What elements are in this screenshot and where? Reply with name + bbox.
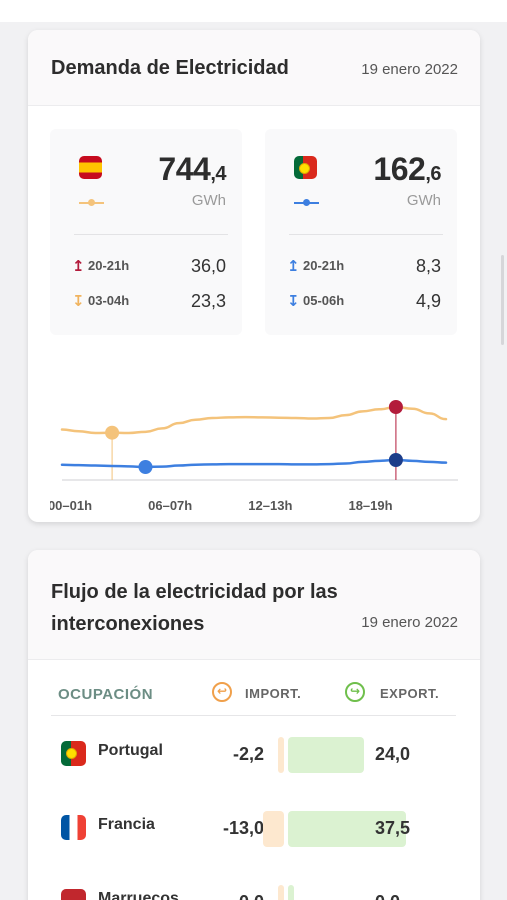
- portugal-stats[interactable]: 162,6 GWh ↥ 20-21h 8,3 ↧ 05-06h 4,9: [265, 129, 457, 335]
- flow-export-value: 0,0: [375, 892, 400, 900]
- demand-date[interactable]: 19 enero 2022: [361, 61, 458, 78]
- portugal-demand-value: 162,6: [373, 151, 441, 187]
- spain-unit: GWh: [191, 192, 226, 209]
- flow-import-value: 0,0: [239, 892, 264, 900]
- flow-row-francia[interactable]: Francia -13,0 37,5: [28, 808, 480, 848]
- col-ocupacion: OCUPACIÓN: [58, 686, 154, 703]
- portugal-max-value: 8,3: [415, 256, 441, 276]
- portugal-min-row: ↧ 05-06h 4,9: [287, 291, 441, 313]
- flow-export-value: 37,5: [375, 818, 411, 838]
- flow-date[interactable]: 19 enero 2022: [361, 614, 458, 631]
- spain-min-row: ↧ 03-04h 23,3: [72, 291, 226, 313]
- export-icon: ↪: [345, 682, 365, 702]
- flow-export-bar: [288, 737, 364, 773]
- flow-card: Flujo de la electricidad por las interco…: [28, 550, 480, 900]
- france-flag-icon: [61, 815, 86, 840]
- flow-export-bar: [288, 811, 406, 847]
- spain-flag-icon: [79, 156, 102, 179]
- import-icon: ↩: [212, 682, 232, 702]
- flow-header-divider: [51, 715, 456, 716]
- arrow-up-icon: ↥: [287, 258, 300, 275]
- spain-max-hour: 20-21h: [88, 258, 130, 273]
- arrow-down-icon: ↧: [72, 293, 85, 310]
- flow-import-bar: [263, 811, 284, 847]
- flow-country: Francia: [98, 816, 155, 833]
- spain-legend-line-icon: [79, 199, 104, 206]
- top-strip: [0, 0, 507, 22]
- chart-x-tick-label: 18–19h: [348, 498, 392, 513]
- flow-row-marruecos[interactable]: Marruecos 0,0 0,0: [28, 882, 480, 900]
- portugal-min-value: 4,9: [415, 291, 441, 311]
- chart-x-tick-label: 06–07h: [148, 498, 192, 513]
- flow-title: Flujo de la electricidad por las interco…: [51, 581, 338, 635]
- flow-import-bar: [278, 737, 284, 773]
- chart-x-tick-label: 12–13h: [248, 498, 292, 513]
- spain-max-row: ↥ 20-21h 36,0: [72, 256, 226, 278]
- arrow-up-icon: ↥: [72, 258, 85, 275]
- spain-min-hour: 03-04h: [88, 293, 130, 308]
- chart-marker-point[interactable]: [138, 460, 153, 474]
- demand-title: Demanda de Electricidad: [51, 57, 289, 79]
- flow-country: Marruecos: [98, 890, 179, 900]
- spain-min-value: 23,3: [190, 291, 226, 311]
- spain-divider: [74, 234, 228, 235]
- flow-country: Portugal: [98, 742, 163, 759]
- arrow-down-icon: ↧: [287, 293, 300, 310]
- chart-series-line-1: [60, 458, 448, 469]
- spain-max-value: 36,0: [190, 256, 226, 276]
- portugal-legend-line-icon: [294, 199, 319, 206]
- chart-x-tick-label: 00–01h: [50, 498, 92, 513]
- flow-card-header: Flujo de la electricidad por las interco…: [28, 550, 480, 660]
- flow-export-bar: [288, 885, 294, 900]
- flow-row-portugal[interactable]: Portugal -2,2 24,0: [28, 734, 480, 774]
- portugal-flag-icon: [61, 741, 86, 766]
- flow-import-bar: [278, 885, 284, 900]
- col-import: IMPORT.: [245, 686, 302, 701]
- demand-card-header: Demanda de Electricidad 19 enero 2022: [28, 30, 480, 106]
- flow-import-value: -13,0: [222, 818, 264, 838]
- spain-demand-value: 744,4: [158, 151, 226, 187]
- portugal-divider: [289, 234, 443, 235]
- chart-marker-point[interactable]: [388, 400, 403, 414]
- chart-series-line-0: [60, 405, 448, 435]
- demand-card: Demanda de Electricidad 19 enero 2022 74…: [28, 30, 480, 522]
- col-export: EXPORT.: [380, 686, 440, 701]
- chart-marker-point[interactable]: [388, 453, 403, 467]
- flow-table-header: OCUPACIÓN ↩ IMPORT. ↪ EXPORT.: [51, 682, 456, 714]
- flow-export-value: 24,0: [375, 744, 411, 764]
- portugal-max-row: ↥ 20-21h 8,3: [287, 256, 441, 278]
- portugal-min-hour: 05-06h: [303, 293, 345, 308]
- portugal-unit: GWh: [406, 192, 441, 209]
- chart-marker-point[interactable]: [105, 425, 120, 440]
- spain-stats[interactable]: 744,4 GWh ↥ 20-21h 36,0 ↧ 03-04h 23,3: [50, 129, 242, 335]
- portugal-flag-icon: [294, 156, 317, 179]
- morocco-flag-icon: [61, 889, 86, 900]
- scrollbar[interactable]: [501, 255, 504, 345]
- demand-chart[interactable]: 00–01h 06–07h 12–13h 18–19h: [50, 358, 460, 518]
- flow-import-value: -2,2: [232, 744, 264, 764]
- portugal-max-hour: 20-21h: [303, 258, 345, 273]
